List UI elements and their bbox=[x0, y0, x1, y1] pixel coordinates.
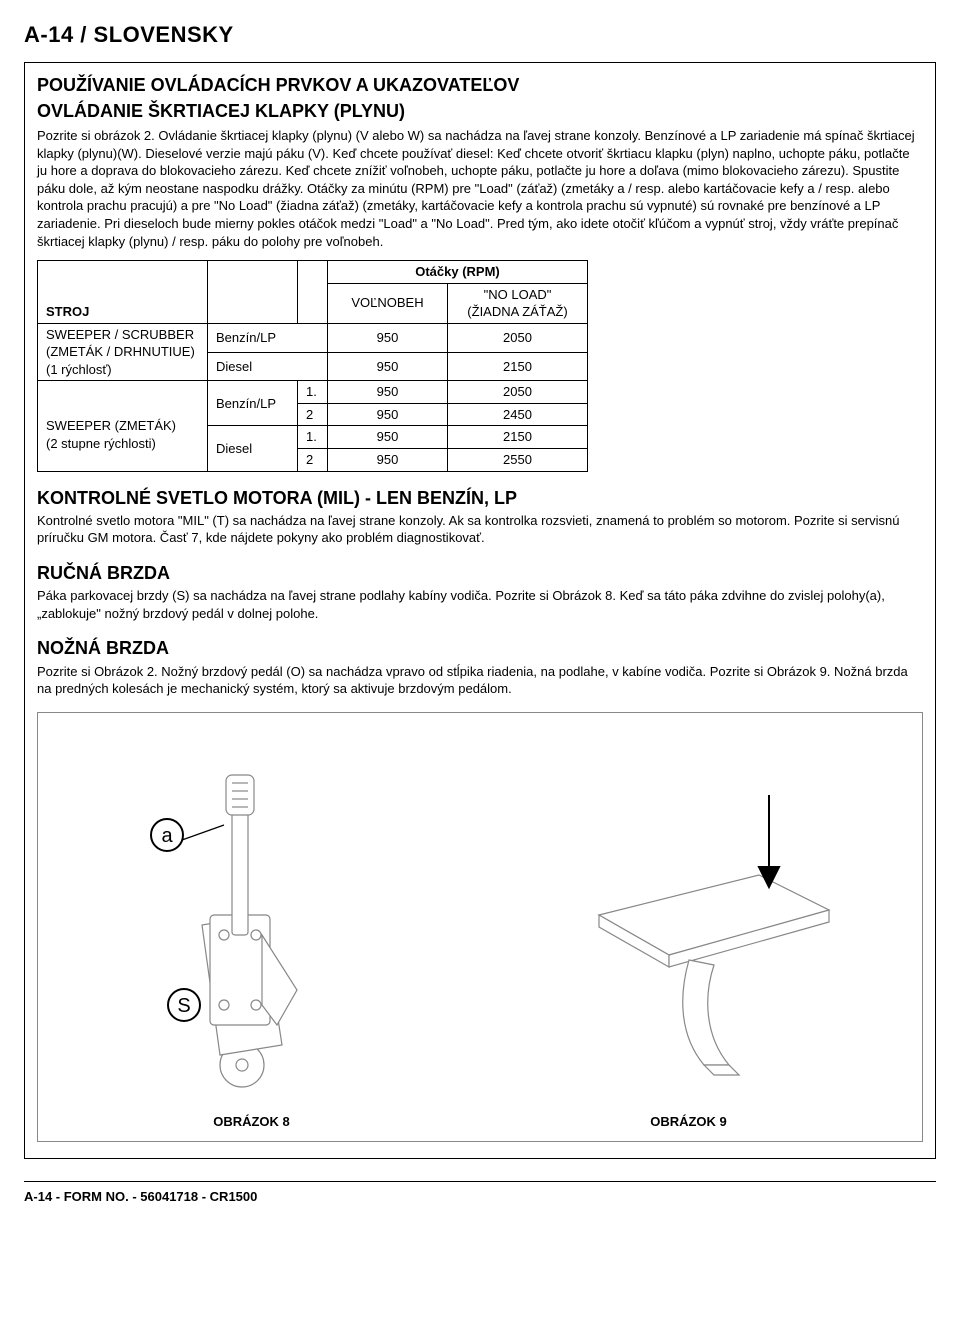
hand-brake-body: Páka parkovacej brzdy (S) sa nachádza na… bbox=[37, 587, 923, 622]
fig8-label: OBRÁZOK 8 bbox=[213, 1113, 290, 1131]
table-row: SWEEPER / SCRUBBER (ZMETÁK / DRHNUTIUE) … bbox=[38, 323, 588, 352]
figure-9: OBRÁZOK 9 bbox=[529, 765, 849, 1131]
table-row: STROJ Otáčky (RPM) bbox=[38, 261, 588, 284]
figure-8: a S OBRÁZOK 8 bbox=[112, 765, 392, 1131]
hand-brake-title: RUČNÁ BRZDA bbox=[37, 561, 923, 585]
col-volnobeh: VOĽNOBEH bbox=[328, 283, 448, 323]
machine-b: SWEEPER (ZMETÁK) (2 stupne rýchlosti) bbox=[38, 381, 208, 471]
mil-body: Kontrolné svetlo motora "MIL" (T) sa nac… bbox=[37, 512, 923, 547]
col-noload: "NO LOAD"(ŽIADNA ZÁŤAŽ) bbox=[448, 283, 588, 323]
fuel-b2: Diesel bbox=[208, 426, 298, 471]
machine-a: SWEEPER / SCRUBBER (ZMETÁK / DRHNUTIUE) … bbox=[38, 323, 208, 381]
figures-wrap: a S OBRÁZOK 8 bbox=[37, 712, 923, 1142]
rpm-table: STROJ Otáčky (RPM) VOĽNOBEH "NO LOAD"(ŽI… bbox=[37, 260, 588, 471]
foot-brake-body: Pozrite si Obrázok 2. Nožný brzdový pedá… bbox=[37, 663, 923, 698]
callout-a: a bbox=[161, 825, 173, 847]
page-id: A-14 / SLOVENSKY bbox=[24, 20, 936, 50]
brake-lever-icon: a S bbox=[112, 765, 392, 1095]
fig9-label: OBRÁZOK 9 bbox=[650, 1113, 727, 1131]
mil-title: KONTROLNÉ SVETLO MOTORA (MIL) - LEN BENZ… bbox=[37, 486, 923, 510]
col-rpm: Otáčky (RPM) bbox=[328, 261, 588, 284]
fuel-a1: Benzín/LP bbox=[208, 323, 328, 352]
title-main: POUŽÍVANIE OVLÁDACÍCH PRVKOV A UKAZOVATE… bbox=[37, 73, 923, 97]
foot-brake-title: NOŽNÁ BRZDA bbox=[37, 636, 923, 660]
fuel-b1: Benzín/LP bbox=[208, 381, 298, 426]
brake-pedal-icon bbox=[529, 765, 849, 1095]
content-box: POUŽÍVANIE OVLÁDACÍCH PRVKOV A UKAZOVATE… bbox=[24, 62, 936, 1159]
fuel-a2: Diesel bbox=[208, 352, 328, 381]
callout-s: S bbox=[177, 995, 190, 1017]
table-row: SWEEPER (ZMETÁK) (2 stupne rýchlosti) Be… bbox=[38, 381, 588, 404]
col-stroj: STROJ bbox=[38, 261, 208, 324]
intro-paragraph: Pozrite si obrázok 2. Ovládanie škrtiace… bbox=[37, 127, 923, 250]
footer: A-14 - FORM NO. - 56041718 - CR1500 bbox=[24, 1181, 936, 1206]
title-sub: OVLÁDANIE ŠKRTIACEJ KLAPKY (PLYNU) bbox=[37, 99, 923, 123]
